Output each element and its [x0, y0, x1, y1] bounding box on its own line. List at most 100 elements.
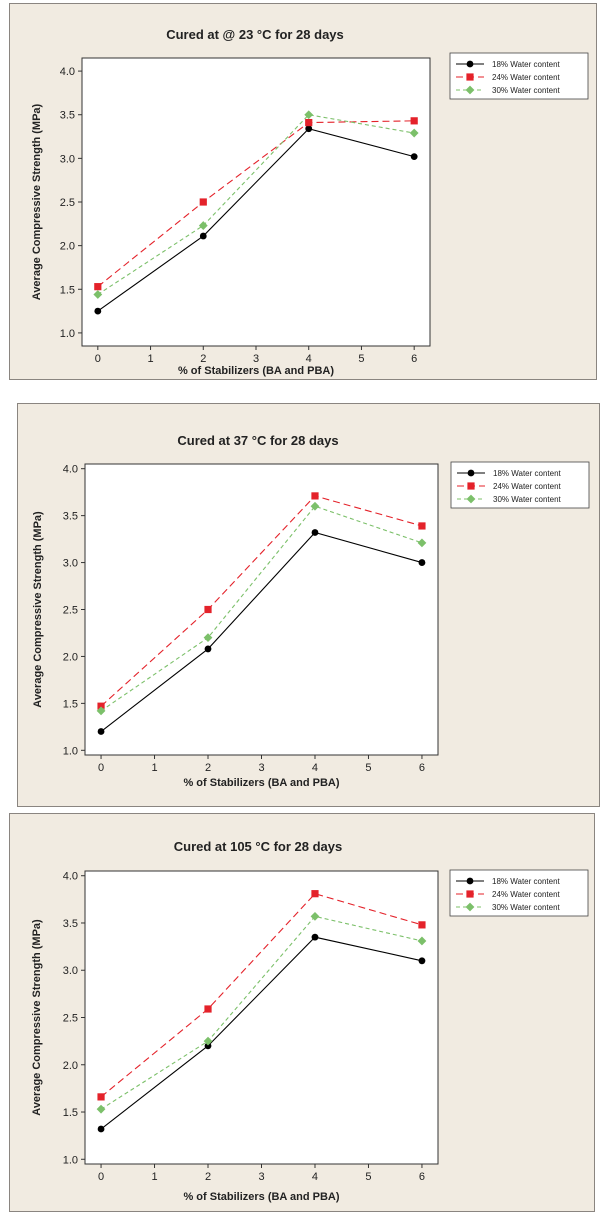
- data-point: [97, 1125, 105, 1133]
- data-point: [417, 936, 427, 946]
- legend-label: 30% Water content: [492, 86, 561, 95]
- data-point: [311, 890, 319, 898]
- legend-label: 24% Water content: [492, 73, 561, 82]
- chart-panel-105c: Cured at 105 °C for 28 days 1.0 1.5 2.0 2.5 3…: [9, 813, 595, 1212]
- x-tick-label: 3: [258, 762, 264, 774]
- x-tick-label: 0: [95, 353, 101, 365]
- data-point: [311, 933, 319, 941]
- data-point: [304, 110, 314, 120]
- x-tick-label: 3: [258, 1171, 264, 1183]
- series-s18: [94, 125, 418, 315]
- y-axis-label: Average Compressive Strength (MPa): [31, 919, 43, 1116]
- data-point: [203, 633, 213, 643]
- x-tick-label: 1: [147, 353, 153, 365]
- legend: 18% Water content 24% Water content 30% Wa…: [450, 461, 590, 509]
- series-s24: [97, 492, 426, 710]
- x-tick-label: 0: [98, 1171, 104, 1183]
- x-tick-label: 1: [151, 762, 157, 774]
- y-tick-label: 2.0: [63, 651, 78, 663]
- legend-label: 24% Water content: [493, 482, 562, 491]
- data-point: [204, 645, 212, 653]
- data-point: [199, 198, 207, 206]
- legend-marker: [466, 73, 474, 81]
- legend-label: 30% Water content: [493, 495, 562, 504]
- legend-label: 30% Water content: [492, 903, 561, 912]
- y-tick-label: 1.5: [63, 698, 78, 710]
- legend-label: 18% Water content: [492, 60, 561, 69]
- data-point: [97, 702, 105, 710]
- data-point: [198, 221, 208, 230]
- series-s30: [96, 501, 427, 716]
- series-line: [97, 114, 415, 295]
- series-s30: [96, 911, 427, 1114]
- series-line: [100, 915, 423, 1110]
- data-point: [418, 522, 426, 530]
- x-tick-label: 1: [151, 1171, 157, 1183]
- series-line: [100, 505, 423, 712]
- data-point: [94, 307, 102, 315]
- legend-marker: [467, 482, 475, 490]
- chart-title: Cured at 37 °C for 28 days: [177, 433, 338, 448]
- series-s30: [93, 110, 419, 299]
- legend-marker: [466, 877, 474, 885]
- series-s24: [97, 890, 426, 1101]
- x-tick-label: 4: [306, 353, 312, 365]
- legend-marker: [465, 902, 475, 912]
- chart-title: Cured at 105 °C for 28 days: [174, 839, 343, 854]
- y-tick-label: 4.0: [63, 871, 78, 883]
- data-point: [409, 128, 419, 138]
- data-point: [94, 283, 102, 291]
- x-axis-label: % of Stabilizers (BA and PBA): [178, 365, 334, 377]
- chart-panel-37c: Cured at 37 °C for 28 days 1.0 1.5 2.0 2.5 3.…: [17, 403, 600, 807]
- x-axis-label: % of Stabilizers (BA and PBA): [183, 1191, 339, 1203]
- data-point: [418, 559, 426, 566]
- plot-area: [84, 463, 439, 756]
- y-tick-label: 1.5: [63, 1107, 78, 1119]
- series-s18: [97, 529, 426, 735]
- data-point: [96, 1104, 106, 1114]
- data-point: [310, 911, 320, 921]
- legend: 18% Water content 24% Water content 30% Wa…: [449, 869, 589, 917]
- x-tick-label: 4: [312, 1171, 318, 1183]
- x-tick-label: 5: [365, 762, 371, 774]
- legend-marker: [466, 494, 476, 504]
- legend: 18% Water content 24% Water content 30% Wa…: [449, 52, 589, 100]
- chart-svg: Cured at 37 °C for 28 days 1.0 1.5 2.0 2.5 3.…: [32, 433, 590, 789]
- y-tick-label: 1.0: [63, 1154, 78, 1166]
- chart-svg: Cured at 105 °C for 28 days 1.0 1.5 2.0 2.5 3…: [31, 839, 589, 1203]
- x-tick-label: 3: [253, 353, 259, 365]
- data-point: [93, 290, 103, 299]
- y-tick-label: 2.5: [60, 197, 75, 209]
- y-tick-label: 4.0: [60, 66, 75, 78]
- chart-svg: Cured at @ 23 °C for 28 days 1.0 1.5 2.0 2.5…: [31, 27, 589, 377]
- y-tick-label: 2.0: [63, 1060, 78, 1072]
- y-axis-label: Average Compressive Strength (MPa): [32, 511, 44, 708]
- chart-title: Cured at @ 23 °C for 28 days: [166, 27, 344, 42]
- x-tick-label: 6: [419, 1171, 425, 1183]
- legend-label: 24% Water content: [492, 890, 561, 899]
- y-tick-label: 3.5: [60, 110, 75, 122]
- data-point: [96, 706, 106, 716]
- y-tick-label: 2.5: [63, 1013, 78, 1025]
- data-point: [311, 529, 319, 536]
- data-point: [418, 957, 426, 965]
- data-point: [410, 153, 418, 161]
- data-point: [410, 117, 418, 125]
- series-line: [100, 495, 423, 707]
- x-tick-label: 0: [98, 762, 104, 774]
- y-tick-label: 1.0: [60, 328, 75, 340]
- y-tick-label: 4.0: [63, 464, 78, 476]
- data-point: [204, 605, 212, 614]
- data-point: [199, 232, 207, 240]
- y-tick-label: 3.0: [60, 153, 75, 165]
- y-tick-label: 3.0: [63, 558, 78, 570]
- data-point: [204, 1042, 212, 1050]
- legend-label: 18% Water content: [493, 469, 562, 478]
- y-tick-label: 3.5: [63, 511, 78, 523]
- x-tick-label: 2: [205, 1171, 211, 1183]
- series-s24: [94, 117, 418, 291]
- x-axis-label: % of Stabilizers (BA and PBA): [183, 777, 339, 789]
- y-tick-label: 2.5: [63, 605, 78, 617]
- series-line: [100, 936, 423, 1130]
- y-tick-label: 2.0: [60, 241, 75, 253]
